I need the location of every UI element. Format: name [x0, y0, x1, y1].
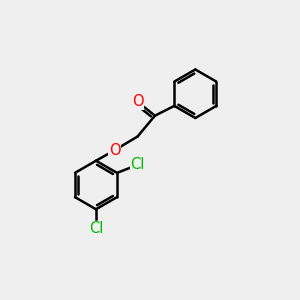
Text: O: O [132, 94, 143, 109]
Text: Cl: Cl [130, 157, 145, 172]
Text: O: O [109, 143, 120, 158]
Text: Cl: Cl [89, 221, 103, 236]
